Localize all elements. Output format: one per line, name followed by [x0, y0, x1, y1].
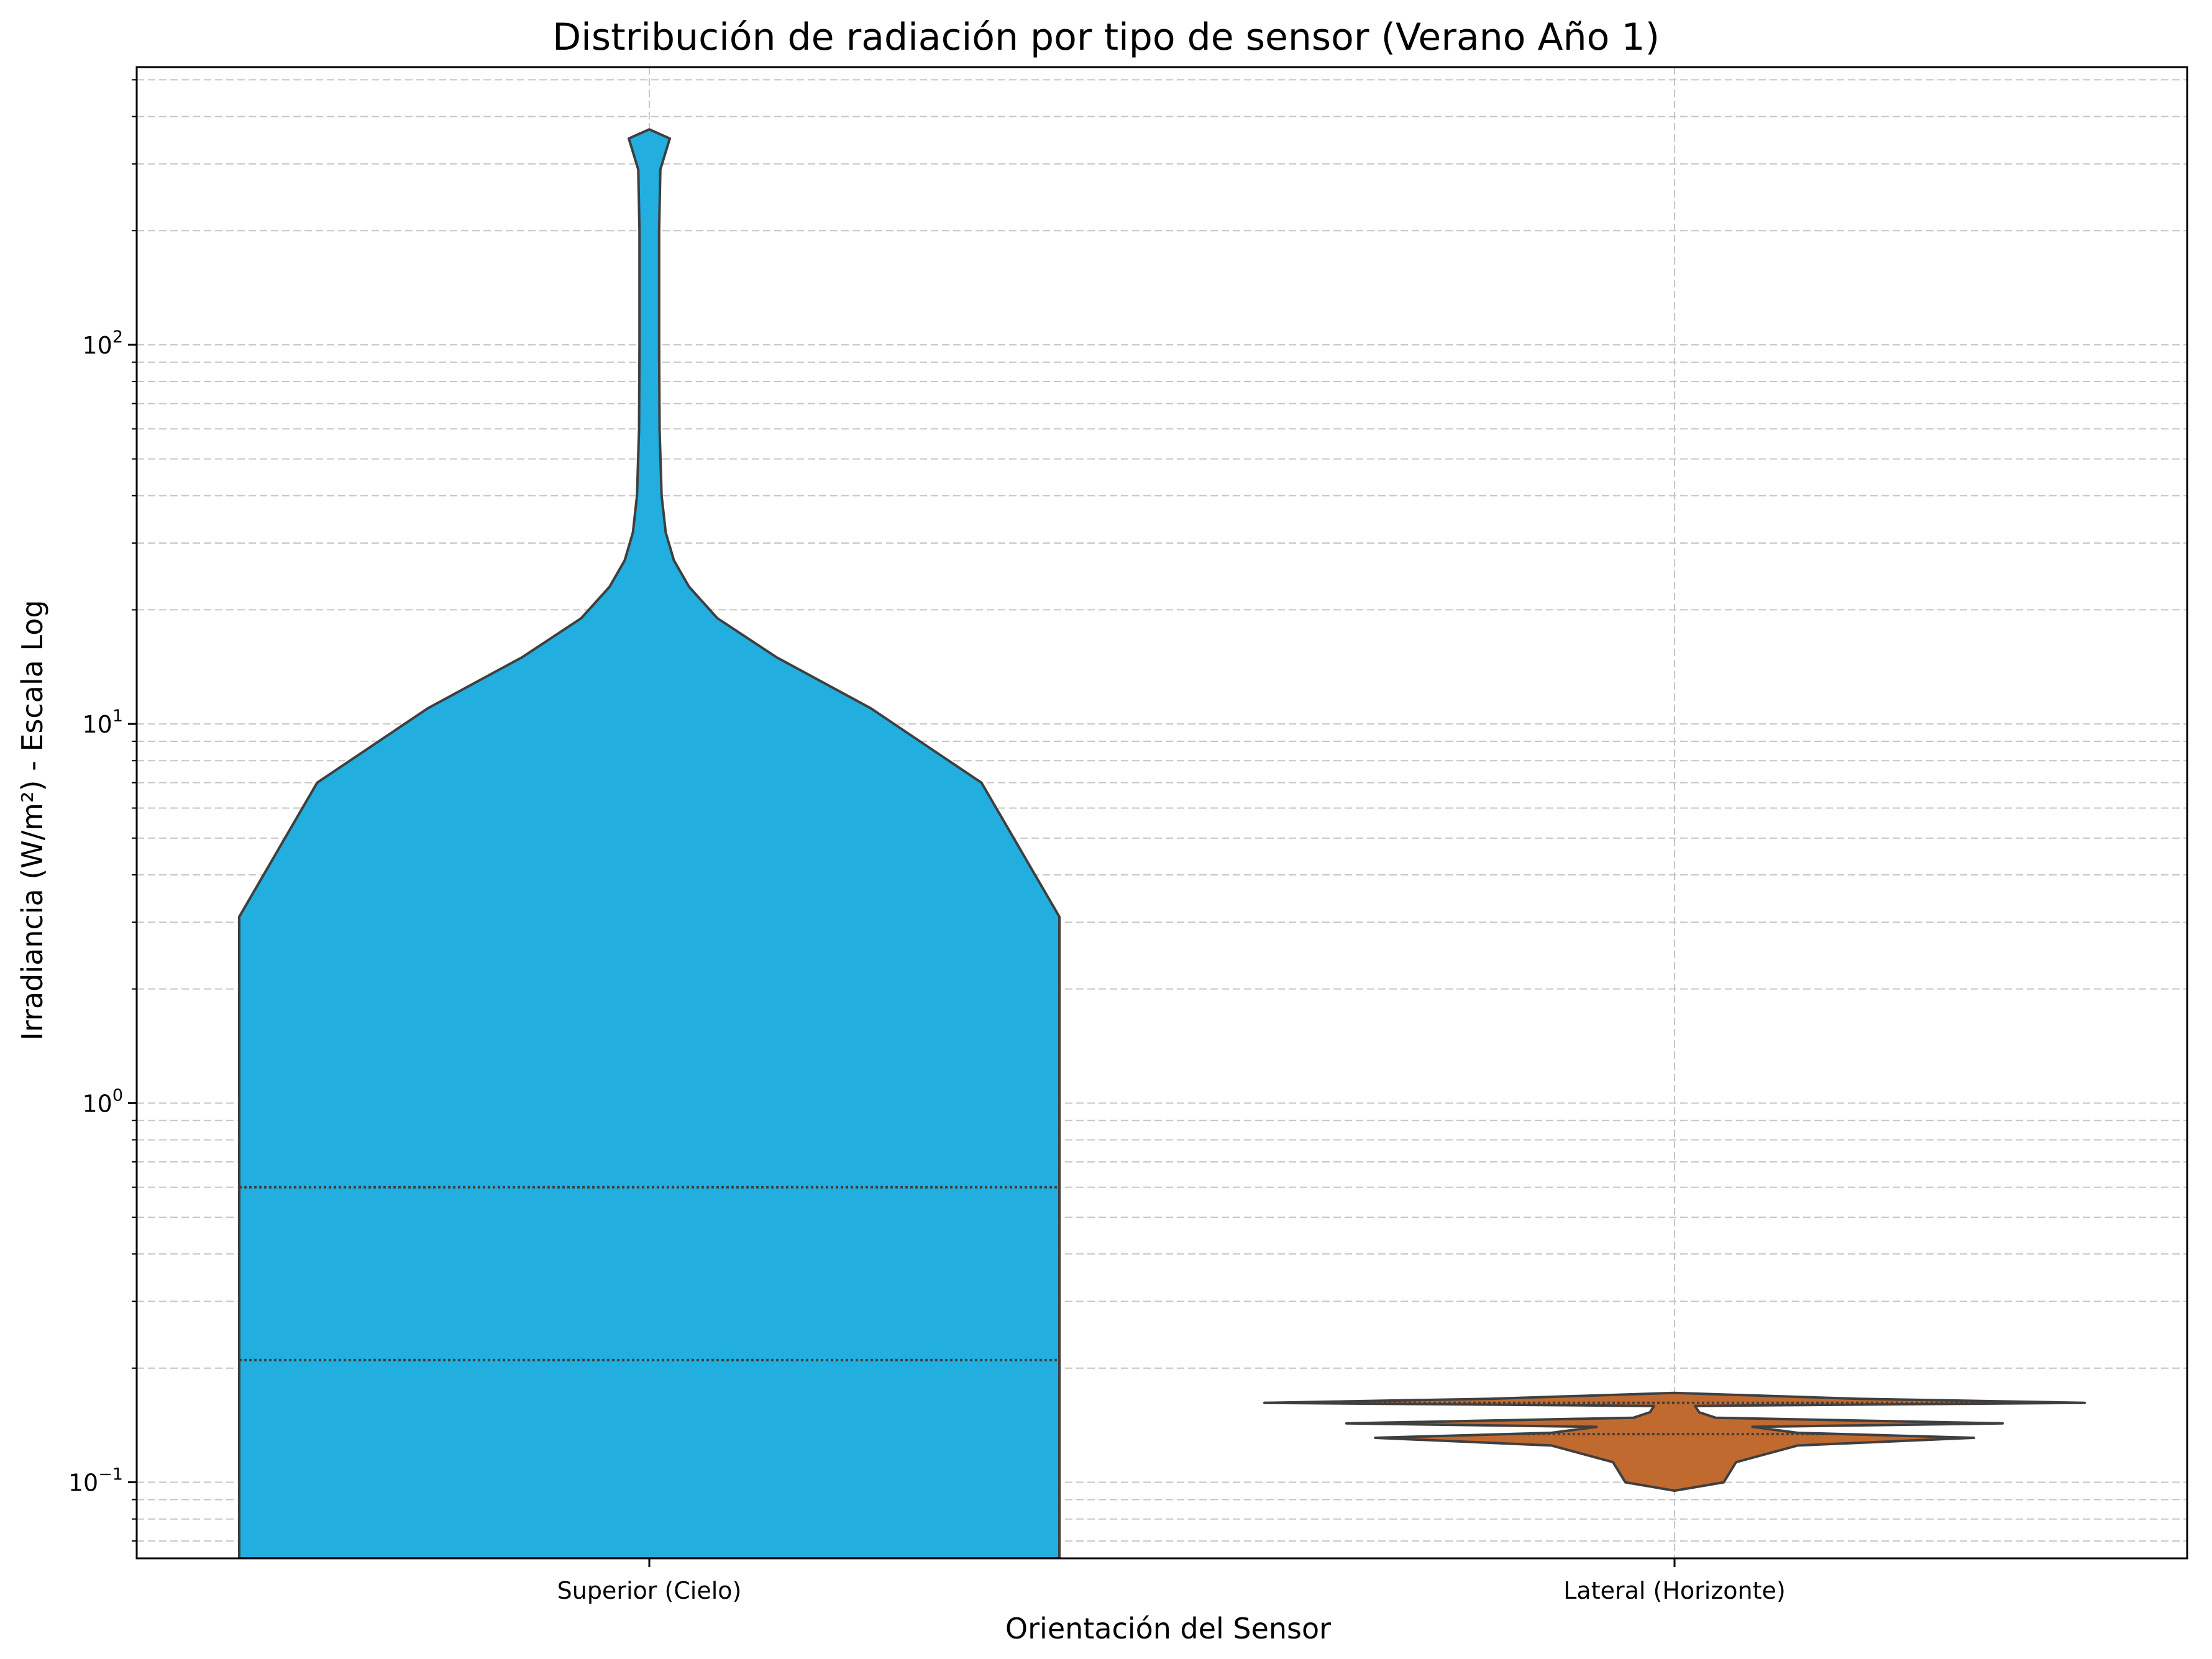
axis-ticks: 10−1 100 101 102 Superior (Cielo) Lateral (Ho… — [68, 79, 1786, 1604]
y-tick-label: 10−1 — [68, 1465, 123, 1497]
y-tick-label: 102 — [82, 327, 123, 359]
violins — [238, 128, 2086, 1558]
y-tick-label: 101 — [82, 706, 123, 738]
chart-title: Distribución de radiación por tipo de se… — [552, 16, 1660, 59]
violin-group — [238, 128, 2086, 1558]
violin-body — [1263, 1391, 2086, 1492]
y-tick-label: 100 — [82, 1085, 123, 1117]
x-tick-label: Superior (Cielo) — [557, 1577, 742, 1604]
x-tick-label: Lateral (Horizonte) — [1563, 1577, 1786, 1604]
violin-body — [238, 128, 1061, 1558]
x-axis-label: Orientación del Sensor — [1005, 1612, 1331, 1645]
plot-frame — [135, 66, 2188, 1560]
y-axis-label: Irradiancia (W/m²) - Escala Log — [16, 600, 49, 1040]
